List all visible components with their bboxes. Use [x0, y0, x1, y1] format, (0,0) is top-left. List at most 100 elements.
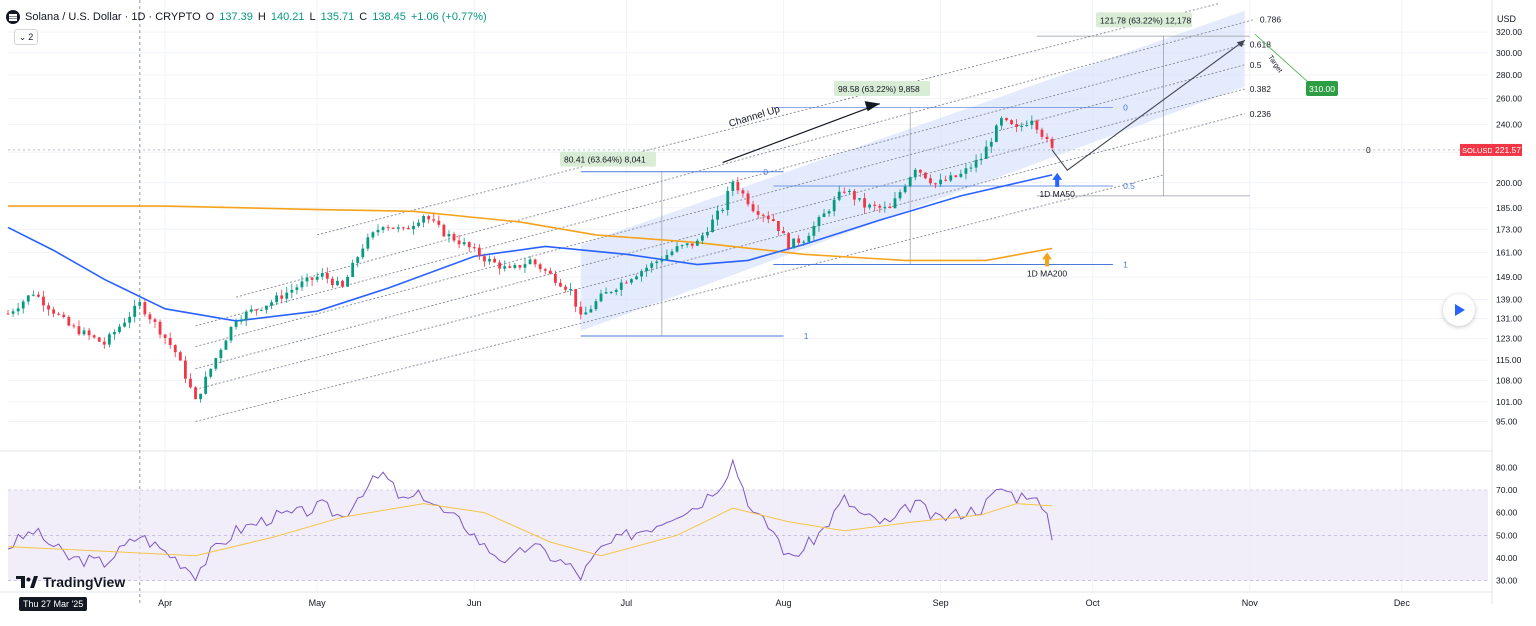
candle [569, 282, 573, 296]
candle [113, 329, 116, 340]
candle [214, 357, 218, 372]
candle [189, 373, 192, 389]
candle [158, 319, 162, 339]
candle [802, 240, 806, 246]
candle [594, 298, 598, 312]
candle [513, 262, 517, 270]
tradingview-logo[interactable]: TradingView [16, 574, 125, 590]
candle [984, 140, 988, 159]
candle [42, 290, 45, 312]
candle [721, 208, 725, 214]
candle [508, 263, 512, 269]
price-tick-label: 123.00 [1496, 334, 1522, 344]
candle [807, 232, 811, 242]
candle [163, 333, 167, 345]
candle [422, 214, 426, 228]
candle [782, 226, 785, 234]
candle [447, 230, 451, 243]
x-tick-label: Aug [775, 598, 791, 608]
candle [483, 253, 486, 267]
candle [300, 275, 304, 291]
candle [346, 274, 349, 287]
x-tick-label: Oct [1086, 598, 1101, 608]
candle [82, 327, 86, 336]
candle [381, 226, 385, 234]
channel-line [195, 43, 1245, 327]
x-tick-label: Nov [1242, 598, 1259, 608]
candle [168, 332, 172, 349]
candle [913, 168, 917, 181]
candle [249, 305, 253, 314]
candle [57, 311, 61, 316]
candle [726, 186, 730, 216]
candle [822, 208, 826, 218]
candle [92, 334, 96, 339]
candle [498, 259, 502, 275]
candle [989, 137, 993, 153]
candle [260, 309, 263, 312]
price-tick-label: 320.00 [1496, 27, 1522, 37]
candle [336, 276, 339, 287]
candle [994, 123, 998, 143]
candle [457, 234, 461, 249]
indicator-toggle-button[interactable]: ⌄ 2 [14, 29, 38, 45]
candle [472, 243, 476, 250]
measurement-label: 98.58 (63.22%) 9,858 [838, 84, 920, 94]
target-line [1254, 33, 1316, 90]
price-tick-label: 185.00 [1496, 203, 1522, 213]
price-tick-label: 200.00 [1496, 178, 1522, 188]
candle [173, 344, 177, 358]
candle [690, 243, 694, 249]
candle [959, 169, 963, 179]
fib-level-label: 0.5 [1250, 60, 1262, 70]
rsi-tick-label: 70.00 [1496, 485, 1518, 495]
solana-logo-icon [6, 10, 20, 24]
candle [219, 347, 223, 364]
candle [523, 257, 527, 273]
candle [939, 173, 943, 187]
candle [553, 270, 557, 286]
last-price-badge [1492, 143, 1522, 156]
retracement-label: 1 [1123, 260, 1128, 270]
candle [239, 315, 243, 325]
candle [1050, 136, 1054, 150]
candle [123, 317, 126, 328]
channel-line [195, 64, 1245, 347]
candle [229, 326, 233, 344]
candle [1030, 115, 1034, 130]
candle [26, 294, 30, 305]
price-tick-label: 101.00 [1496, 397, 1522, 407]
x-tick-label: Jul [621, 598, 633, 608]
candle [11, 308, 15, 317]
candle [944, 175, 948, 182]
candle [559, 278, 562, 288]
candle [1040, 127, 1044, 140]
candle [391, 227, 395, 230]
play-button[interactable] [1443, 294, 1475, 326]
candle [863, 192, 866, 214]
channel-arrow-head [864, 101, 880, 112]
candle [467, 241, 471, 252]
measurement-label: 121.78 (63.22%) 12,178 [1100, 15, 1191, 25]
candle [604, 287, 608, 294]
candle [827, 209, 831, 217]
price-tick-label: 260.00 [1496, 94, 1522, 104]
up-arrow-icon [1042, 252, 1053, 267]
candle [969, 163, 973, 173]
candle [52, 306, 56, 318]
candle [832, 196, 836, 217]
candle [660, 256, 664, 265]
candle [199, 393, 203, 403]
tradingview-mark-icon [16, 576, 38, 588]
candle [183, 356, 187, 384]
candle [320, 268, 324, 280]
candle [77, 320, 81, 336]
rsi-tick-label: 40.00 [1496, 553, 1518, 563]
candle [787, 232, 790, 251]
candle [62, 311, 66, 319]
symbol-title[interactable]: Solana / U.S. Dollar · 1D · CRYPTO [25, 11, 201, 23]
candle [204, 371, 208, 395]
price-tick-label: 108.00 [1496, 375, 1522, 385]
candle [630, 278, 633, 285]
